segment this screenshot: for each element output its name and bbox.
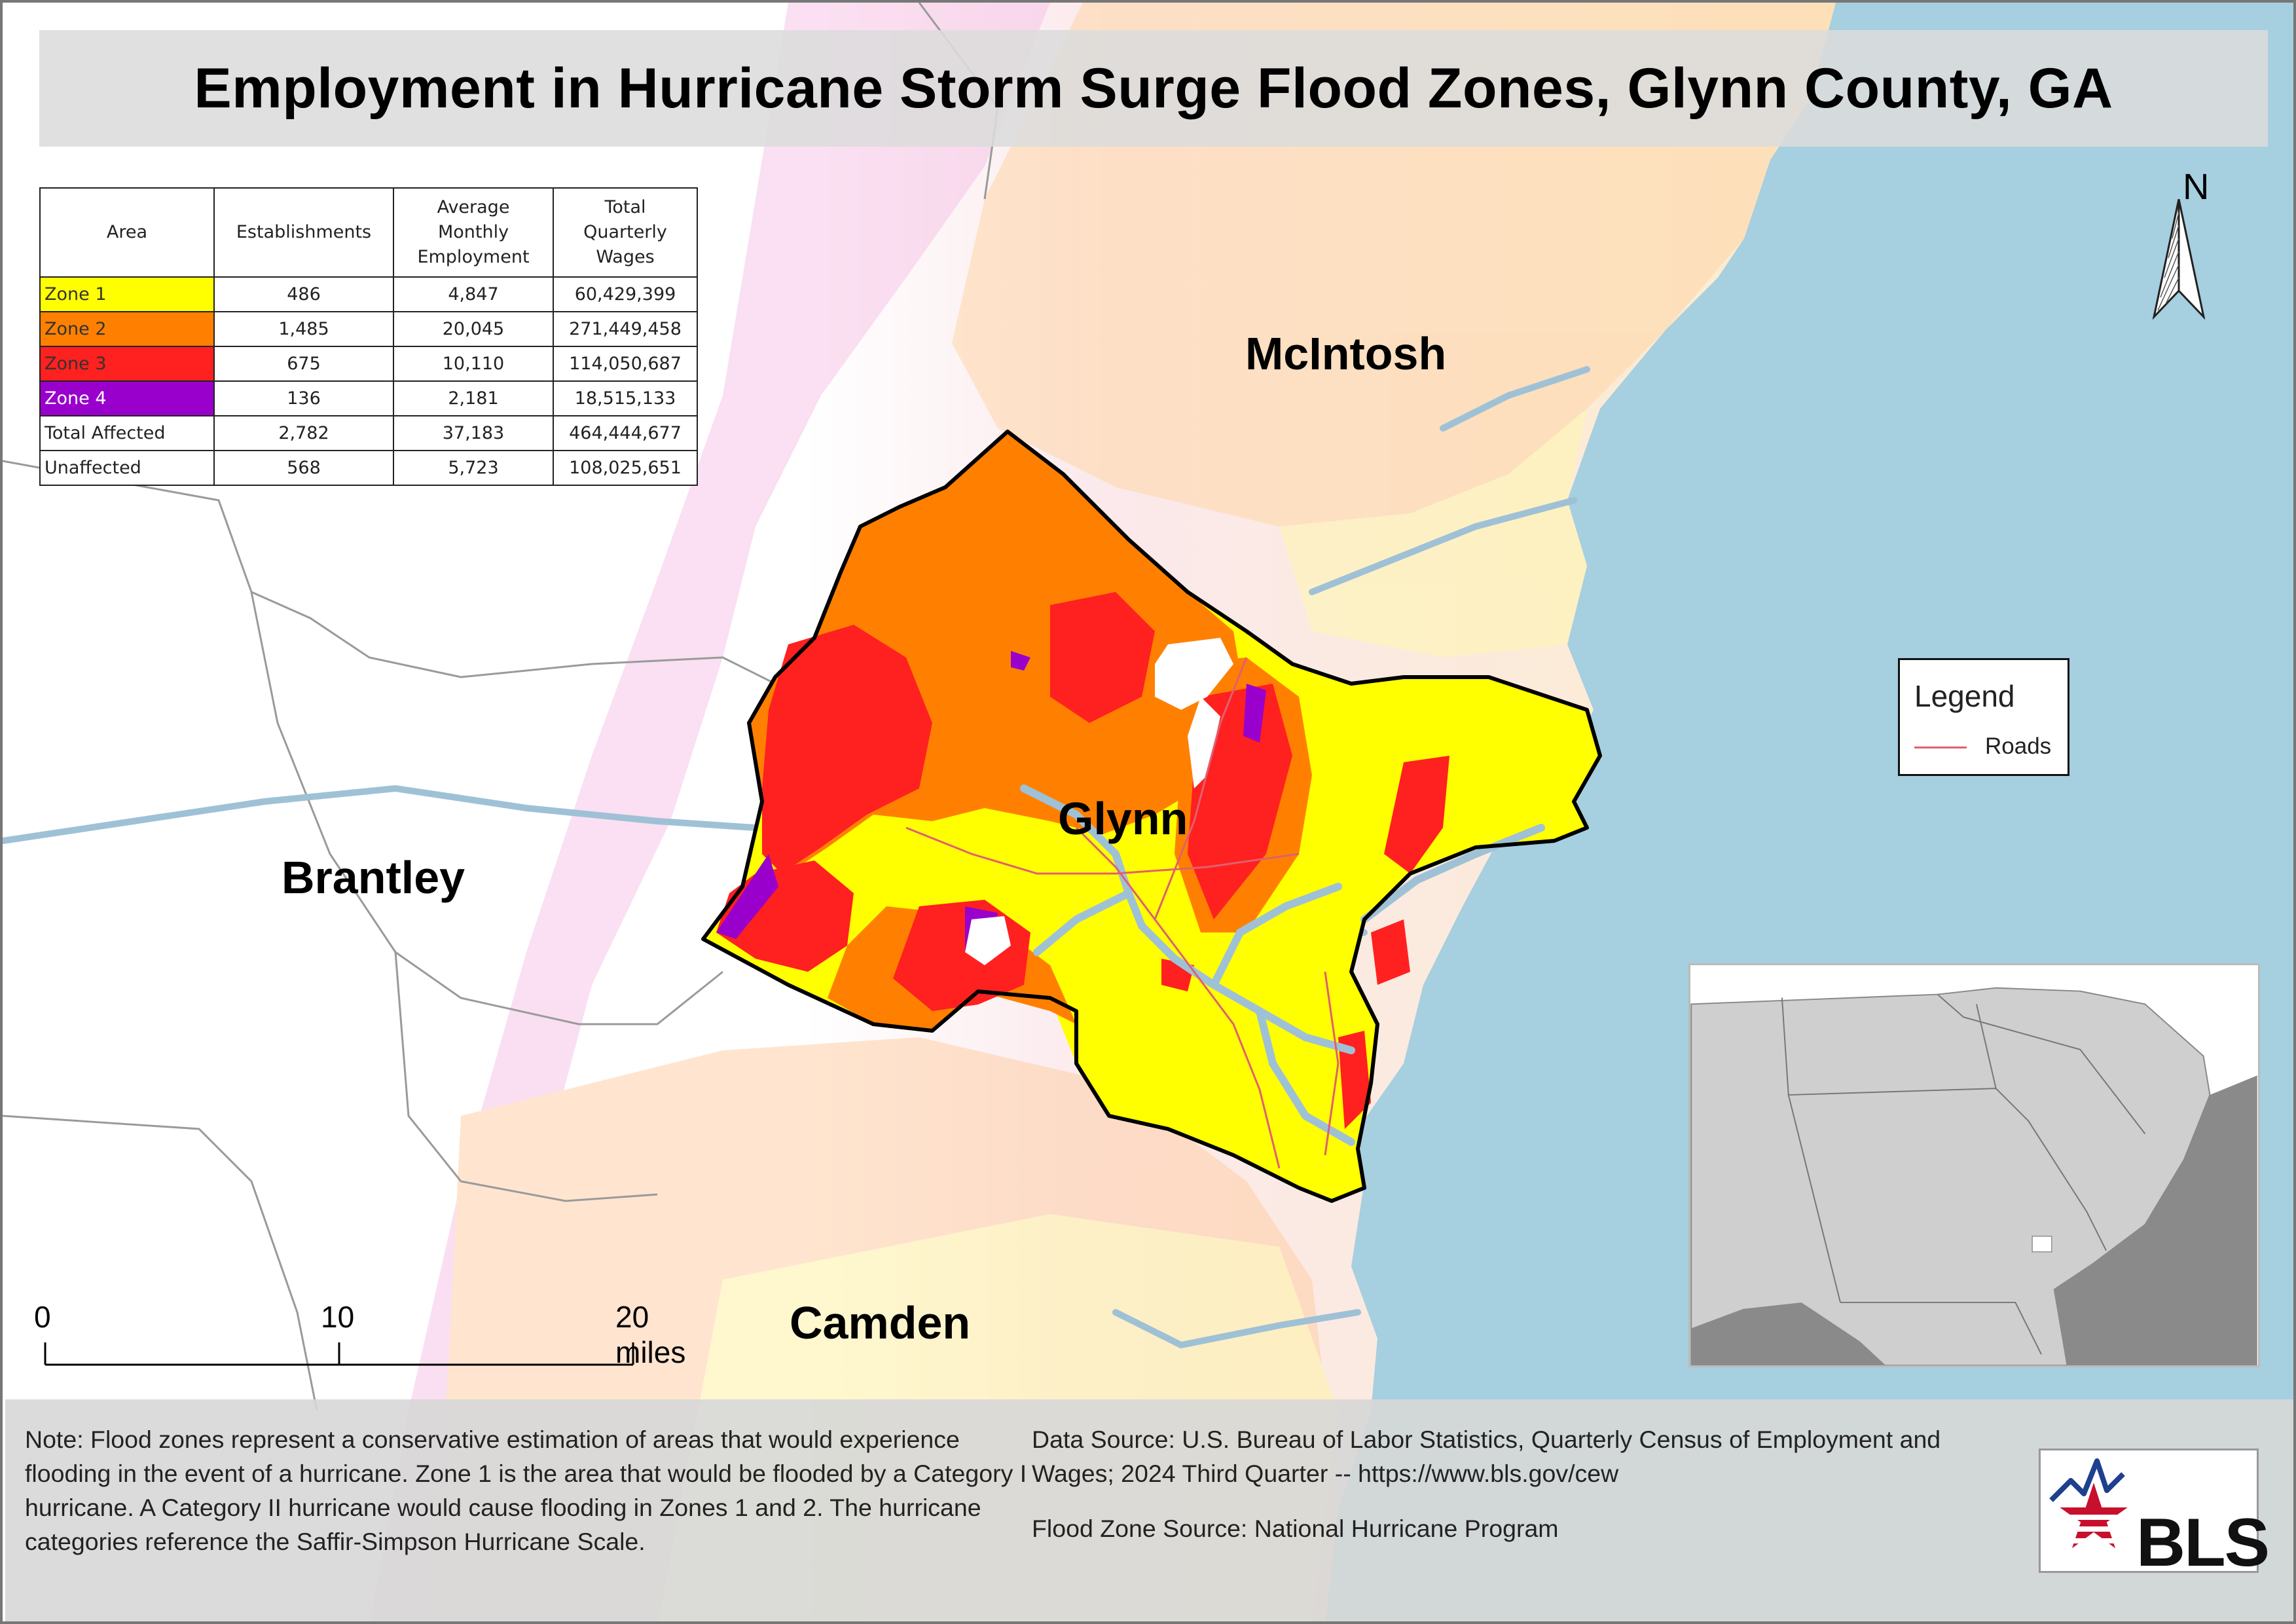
cell-establishments: 1,485: [213, 311, 394, 347]
source-block: Data Source: U.S. Bureau of Labor Statis…: [1032, 1422, 2014, 1545]
data-source-text: Data Source: U.S. Bureau of Labor Statis…: [1032, 1426, 1941, 1487]
header-employment: Average Monthly Employment: [393, 187, 554, 278]
cell-employment: 37,183: [393, 415, 554, 451]
bls-star-icon: [2049, 1458, 2136, 1552]
header-employment-line-3: Employment: [417, 247, 530, 267]
table-body: Zone 1 486 4,847 60,429,399 Zone 2 1,485 20,04…: [39, 276, 698, 486]
scale-label-10: 10: [321, 1300, 355, 1334]
glynn-highlight: [2032, 1236, 2052, 1253]
header-area: Area: [39, 187, 215, 278]
header-employment-line-1: Average: [437, 197, 510, 217]
cell-wages: 18,515,133: [553, 380, 698, 416]
legend-title: Legend: [1914, 679, 2015, 713]
table-row: Zone 3 675 10,110 114,050,687: [39, 346, 698, 382]
cell-wages: 108,025,651: [553, 450, 698, 486]
cell-area: Zone 2: [39, 311, 215, 347]
scale-label-0: 0: [34, 1300, 51, 1334]
header-employment-line-2: Monthly: [437, 222, 509, 242]
cell-establishments: 675: [213, 346, 394, 382]
cell-area: Zone 3: [39, 346, 215, 382]
cell-area: Unaffected: [39, 450, 215, 486]
cell-wages: 464,444,677: [553, 415, 698, 451]
cell-establishments: 486: [213, 276, 394, 312]
bls-logo: BLS: [2039, 1449, 2270, 1581]
table-row: Zone 1 486 4,847 60,429,399: [39, 276, 698, 312]
header-wages: Total Quarterly Wages: [553, 187, 698, 278]
note-text: Note: Flood zones represent a conservati…: [25, 1426, 1027, 1555]
cell-employment: 10,110: [393, 346, 554, 382]
legend-item-roads: Roads: [1985, 733, 2052, 759]
north-arrow-icon: [2153, 199, 2205, 320]
cell-wages: 60,429,399: [553, 276, 698, 312]
table-header-row: Area Establishments Average Monthly Empl…: [39, 187, 698, 278]
inset-gulf: [1691, 1302, 1886, 1365]
cell-employment: 5,723: [393, 450, 554, 486]
county-boundaries: [3, 3, 999, 1411]
legend-box: Legend Roads: [1898, 658, 2069, 776]
cell-area: Zone 4: [39, 380, 215, 416]
county-label-glynn: Glynn: [1058, 793, 1188, 844]
county-label-camden: Camden: [790, 1297, 971, 1348]
employment-table: Area Establishments Average Monthly Empl…: [39, 187, 698, 486]
cell-area: Zone 1: [39, 276, 215, 312]
header-establishments: Establishments: [213, 187, 394, 278]
flood-source-text: Flood Zone Source: National Hurricane Pr…: [1032, 1515, 1559, 1542]
roads-line-icon: [1914, 747, 1967, 748]
glynn-county-flood-zones: [701, 430, 1602, 1203]
cell-establishments: 2,782: [213, 415, 394, 451]
bls-logo-text: BLS: [2136, 1505, 2270, 1581]
inset-locator-map: [1688, 963, 2260, 1367]
cell-establishments: 568: [213, 450, 394, 486]
inset-map-drawing: [1690, 965, 2257, 1365]
table-row: Zone 4 136 2,181 18,515,133: [39, 380, 698, 416]
scale-label-20: 20 miles: [615, 1300, 686, 1369]
scale-bar-line: [44, 1342, 634, 1366]
footer-panel: [5, 1399, 2293, 1621]
cell-employment: 2,181: [393, 380, 554, 416]
header-wages-line-1: Total: [604, 197, 646, 217]
scale-bar: 0 10 20 miles: [34, 1299, 685, 1371]
title-bar: Employment in Hurricane Storm Surge Floo…: [39, 30, 2268, 147]
inset-ocean: [2054, 1075, 2257, 1365]
map-title: Employment in Hurricane Storm Surge Floo…: [194, 56, 2113, 120]
county-label-mcintosh: McIntosh: [1245, 328, 1447, 379]
cell-area: Total Affected: [39, 415, 215, 451]
cell-wages: 271,449,458: [553, 311, 698, 347]
table-row: Zone 2 1,485 20,045 271,449,458: [39, 311, 698, 347]
cell-wages: 114,050,687: [553, 346, 698, 382]
cell-employment: 20,045: [393, 311, 554, 347]
cell-employment: 4,847: [393, 276, 554, 312]
header-wages-line-3: Wages: [596, 247, 655, 267]
county-label-brantley: Brantley: [282, 852, 465, 903]
table-row: Unaffected 568 5,723 108,025,651: [39, 450, 698, 486]
header-wages-line-2: Quarterly: [583, 222, 667, 242]
table-row: Total Affected 2,782 37,183 464,444,677: [39, 415, 698, 451]
cell-establishments: 136: [213, 380, 394, 416]
north-label: N: [2183, 166, 2210, 207]
